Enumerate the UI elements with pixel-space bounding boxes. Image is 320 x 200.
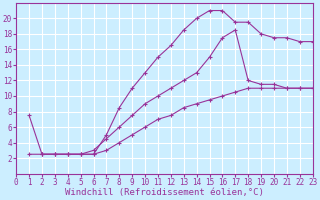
X-axis label: Windchill (Refroidissement éolien,°C): Windchill (Refroidissement éolien,°C) [65, 188, 264, 197]
